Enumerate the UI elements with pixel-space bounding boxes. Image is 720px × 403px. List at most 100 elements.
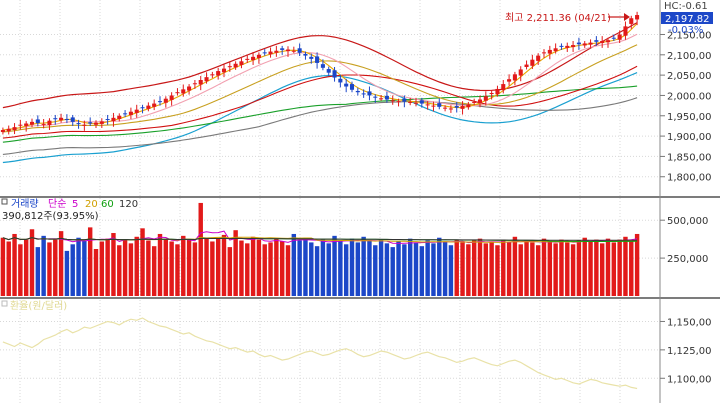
- volume-bar[interactable]: [99, 241, 105, 296]
- candle-body[interactable]: [76, 123, 81, 125]
- volume-bar[interactable]: [407, 238, 413, 296]
- volume-bar[interactable]: [256, 239, 262, 296]
- volume-bar[interactable]: [279, 241, 285, 296]
- candle-body[interactable]: [518, 69, 523, 76]
- candle-body[interactable]: [256, 54, 261, 59]
- volume-bar[interactable]: [355, 242, 361, 296]
- volume-bar[interactable]: [227, 247, 233, 296]
- candle-body[interactable]: [175, 92, 180, 94]
- volume-bar[interactable]: [262, 244, 267, 296]
- volume-bar[interactable]: [198, 202, 203, 296]
- candle-body[interactable]: [466, 104, 471, 108]
- volume-bar[interactable]: [221, 234, 227, 296]
- candle-body[interactable]: [373, 96, 378, 98]
- candle-body[interactable]: [221, 68, 227, 73]
- volume-bar[interactable]: [111, 233, 116, 296]
- volume-bar[interactable]: [64, 250, 70, 296]
- volume-bar[interactable]: [634, 233, 640, 296]
- volume-bar[interactable]: [448, 245, 454, 296]
- candle-body[interactable]: [472, 101, 477, 103]
- candle-body[interactable]: [390, 100, 395, 102]
- volume-bar[interactable]: [361, 236, 366, 296]
- candle-body[interactable]: [536, 55, 541, 61]
- candle-body[interactable]: [413, 102, 419, 104]
- candle-body[interactable]: [495, 88, 500, 95]
- candle-body[interactable]: [588, 42, 593, 45]
- candle-body[interactable]: [274, 50, 279, 53]
- candle-body[interactable]: [547, 49, 552, 54]
- candle-body[interactable]: [35, 119, 40, 124]
- candle-body[interactable]: [623, 26, 628, 36]
- volume-bar[interactable]: [559, 239, 564, 296]
- volume-bar[interactable]: [437, 237, 442, 296]
- volume-bar[interactable]: [471, 240, 477, 296]
- volume-bars[interactable]: [0, 202, 640, 296]
- volume-bar[interactable]: [215, 238, 221, 296]
- volume-bar[interactable]: [309, 242, 314, 296]
- volume-bar[interactable]: [588, 241, 593, 296]
- volume-bar[interactable]: [93, 249, 99, 296]
- candle-body[interactable]: [268, 51, 273, 55]
- volume-bar[interactable]: [582, 237, 587, 296]
- candle-body[interactable]: [344, 83, 349, 87]
- candle-body[interactable]: [99, 121, 104, 124]
- candle-body[interactable]: [169, 95, 174, 100]
- candle-body[interactable]: [251, 56, 256, 61]
- candle-body[interactable]: [18, 124, 23, 126]
- candle-body[interactable]: [192, 83, 197, 85]
- volume-bar[interactable]: [431, 243, 436, 296]
- volume-bar[interactable]: [140, 228, 145, 296]
- volume-bar[interactable]: [442, 241, 448, 296]
- volume-bar[interactable]: [594, 239, 599, 296]
- candle-body[interactable]: [419, 100, 424, 104]
- candle-body[interactable]: [0, 130, 5, 133]
- candle-body[interactable]: [489, 93, 494, 95]
- candle-body[interactable]: [367, 91, 372, 96]
- volume-bar[interactable]: [12, 233, 17, 296]
- volume-bar[interactable]: [338, 241, 343, 296]
- candle-body[interactable]: [309, 56, 314, 59]
- volume-bar[interactable]: [41, 235, 46, 296]
- volume-bar[interactable]: [35, 247, 41, 296]
- candle-body[interactable]: [12, 127, 17, 130]
- volume-bar[interactable]: [495, 245, 500, 296]
- candle-body[interactable]: [361, 93, 366, 95]
- volume-bar[interactable]: [518, 244, 523, 296]
- volume-bar[interactable]: [553, 243, 558, 296]
- candle-body[interactable]: [629, 18, 634, 24]
- volume-bar[interactable]: [477, 238, 483, 296]
- candle-body[interactable]: [140, 107, 145, 109]
- candle-body[interactable]: [576, 42, 581, 45]
- candle-body[interactable]: [6, 128, 11, 132]
- volume-bar[interactable]: [524, 240, 529, 296]
- candle-body[interactable]: [157, 101, 163, 103]
- candle-body[interactable]: [24, 123, 29, 126]
- candle-body[interactable]: [326, 69, 331, 73]
- candle-body[interactable]: [105, 119, 110, 121]
- volume-bar[interactable]: [181, 235, 186, 296]
- volume-bar[interactable]: [402, 244, 407, 296]
- volume-bar[interactable]: [512, 236, 518, 296]
- candle-body[interactable]: [88, 122, 93, 124]
- candle-body[interactable]: [210, 74, 215, 76]
- candle-body[interactable]: [512, 74, 517, 81]
- volume-bar[interactable]: [454, 239, 459, 296]
- volume-bar[interactable]: [373, 245, 378, 296]
- candle-body[interactable]: [59, 117, 64, 121]
- candle-body[interactable]: [431, 105, 436, 107]
- volume-bar[interactable]: [175, 244, 180, 296]
- candle-body[interactable]: [146, 105, 151, 109]
- volume-bar[interactable]: [466, 244, 471, 296]
- volume-bar[interactable]: [599, 243, 605, 296]
- volume-bar[interactable]: [314, 246, 320, 296]
- candle-body[interactable]: [262, 52, 267, 54]
- candle-body[interactable]: [245, 58, 250, 60]
- volume-bar[interactable]: [47, 242, 52, 296]
- candle-body[interactable]: [233, 63, 238, 68]
- candle-body[interactable]: [338, 78, 343, 83]
- candle-body[interactable]: [315, 56, 320, 63]
- volume-bar[interactable]: [105, 238, 110, 296]
- candle-body[interactable]: [123, 113, 128, 115]
- volume-bar[interactable]: [87, 227, 93, 296]
- candle-body[interactable]: [93, 122, 99, 125]
